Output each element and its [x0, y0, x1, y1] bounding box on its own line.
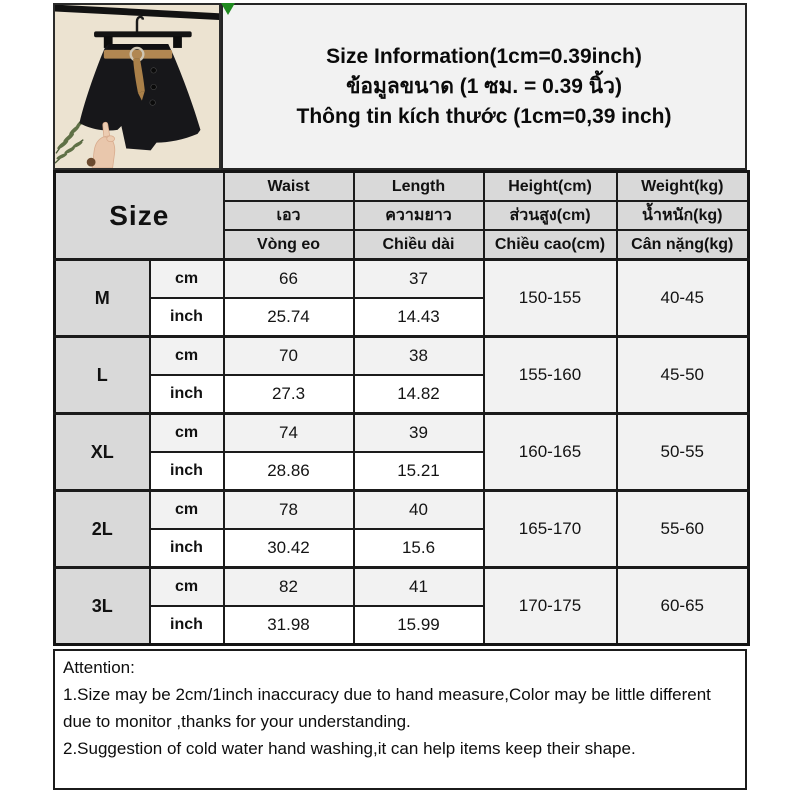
attention-note-2: 2.Suggestion of cold water hand washing,… — [63, 739, 636, 758]
length-cm-2l: 40 — [352, 489, 485, 530]
col-header-waist-vi: Vòng eo — [222, 229, 355, 261]
height-m: 150-155 — [482, 258, 618, 338]
length-inch-l: 14.82 — [352, 374, 485, 415]
waist-cm-3l: 82 — [222, 566, 355, 607]
length-inch-3l: 15.99 — [352, 605, 485, 646]
shorts-body — [79, 44, 201, 151]
title-thai: ข้อมูลขนาด (1 ซม. = 0.39 นิ้ว) — [346, 74, 622, 98]
waist-cm-m: 66 — [222, 258, 355, 299]
unit-cm: cm — [148, 335, 225, 376]
unit-inch: inch — [148, 451, 225, 492]
weight-2l: 55-60 — [615, 489, 750, 569]
unit-cm: cm — [148, 566, 225, 607]
hand — [91, 121, 116, 168]
length-cm-xl: 39 — [352, 412, 485, 453]
corner-accent-triangle-icon — [221, 3, 235, 15]
attention-note-1: 1.Size may be 2cm/1inch inaccuracy due t… — [63, 685, 711, 731]
col-header-length-th: ความยาว — [352, 200, 485, 231]
height-3l: 170-175 — [482, 566, 618, 646]
shorts-illustration — [55, 5, 219, 168]
length-inch-m: 14.43 — [352, 297, 485, 338]
unit-inch: inch — [148, 528, 225, 569]
belt — [103, 49, 173, 59]
product-photo-shorts — [53, 3, 221, 170]
weight-xl: 50-55 — [615, 412, 750, 492]
waist-inch-xl: 28.86 — [222, 451, 355, 492]
size-label-3l: 3L — [53, 566, 151, 646]
col-header-weight-vi: Cân nặng(kg) — [615, 229, 750, 261]
length-inch-xl: 15.21 — [352, 451, 485, 492]
col-header-waist-en: Waist — [222, 170, 355, 202]
hanging-rod — [55, 5, 219, 21]
height-2l: 165-170 — [482, 489, 618, 569]
length-cm-3l: 41 — [352, 566, 485, 607]
size-info-title-box: Size Information(1cm=0.39inch) ข้อมูลขนา… — [221, 3, 747, 170]
col-header-height-vi: Chiều cao(cm) — [482, 229, 618, 261]
col-header-weight-en: Weight(kg) — [615, 170, 750, 202]
belt-strap — [133, 58, 145, 93]
weight-l: 45-50 — [615, 335, 750, 415]
col-header-waist-th: เอว — [222, 200, 355, 231]
waist-inch-3l: 31.98 — [222, 605, 355, 646]
unit-inch: inch — [148, 605, 225, 646]
title-english: Size Information(1cm=0.39inch) — [326, 44, 642, 68]
size-label-m: M — [53, 258, 151, 338]
unit-cm: cm — [148, 489, 225, 530]
col-header-length-en: Length — [352, 170, 485, 202]
waist-inch-2l: 30.42 — [222, 528, 355, 569]
size-header-cell: Size — [53, 170, 225, 261]
waist-inch-m: 25.74 — [222, 297, 355, 338]
unit-cm: cm — [148, 412, 225, 453]
unit-inch: inch — [148, 374, 225, 415]
bracelet-bead — [86, 157, 96, 167]
waist-cm-xl: 74 — [222, 412, 355, 453]
waist-cm-2l: 78 — [222, 489, 355, 530]
attention-note-box: Attention: 1.Size may be 2cm/1inch inacc… — [53, 649, 747, 790]
height-xl: 160-165 — [482, 412, 618, 492]
weight-3l: 60-65 — [615, 566, 750, 646]
attention-heading: Attention: — [63, 658, 135, 677]
length-cm-m: 37 — [352, 258, 485, 299]
size-label-xl: XL — [53, 412, 151, 492]
weight-m: 40-45 — [615, 258, 750, 338]
col-header-length-vi: Chiều dài — [352, 229, 485, 261]
unit-inch: inch — [148, 297, 225, 338]
size-table: Size Waist Length Height(cm) Weight(kg) … — [53, 170, 750, 646]
length-inch-2l: 15.6 — [352, 528, 485, 569]
length-cm-l: 38 — [352, 335, 485, 376]
hanger-bar — [94, 31, 192, 38]
unit-cm: cm — [148, 258, 225, 299]
title-vietnamese: Thông tin kích thước (1cm=0,39 inch) — [296, 104, 672, 128]
col-header-height-en: Height(cm) — [482, 170, 618, 202]
waist-cm-l: 70 — [222, 335, 355, 376]
waist-inch-l: 27.3 — [222, 374, 355, 415]
size-label-2l: 2L — [53, 489, 151, 569]
col-header-weight-th: น้ำหนัก(kg) — [615, 200, 750, 231]
col-header-height-th: ส่วนสูง(cm) — [482, 200, 618, 231]
buttons — [149, 67, 157, 106]
size-label-l: L — [53, 335, 151, 415]
height-l: 155-160 — [482, 335, 618, 415]
hanger-hook — [135, 15, 145, 33]
